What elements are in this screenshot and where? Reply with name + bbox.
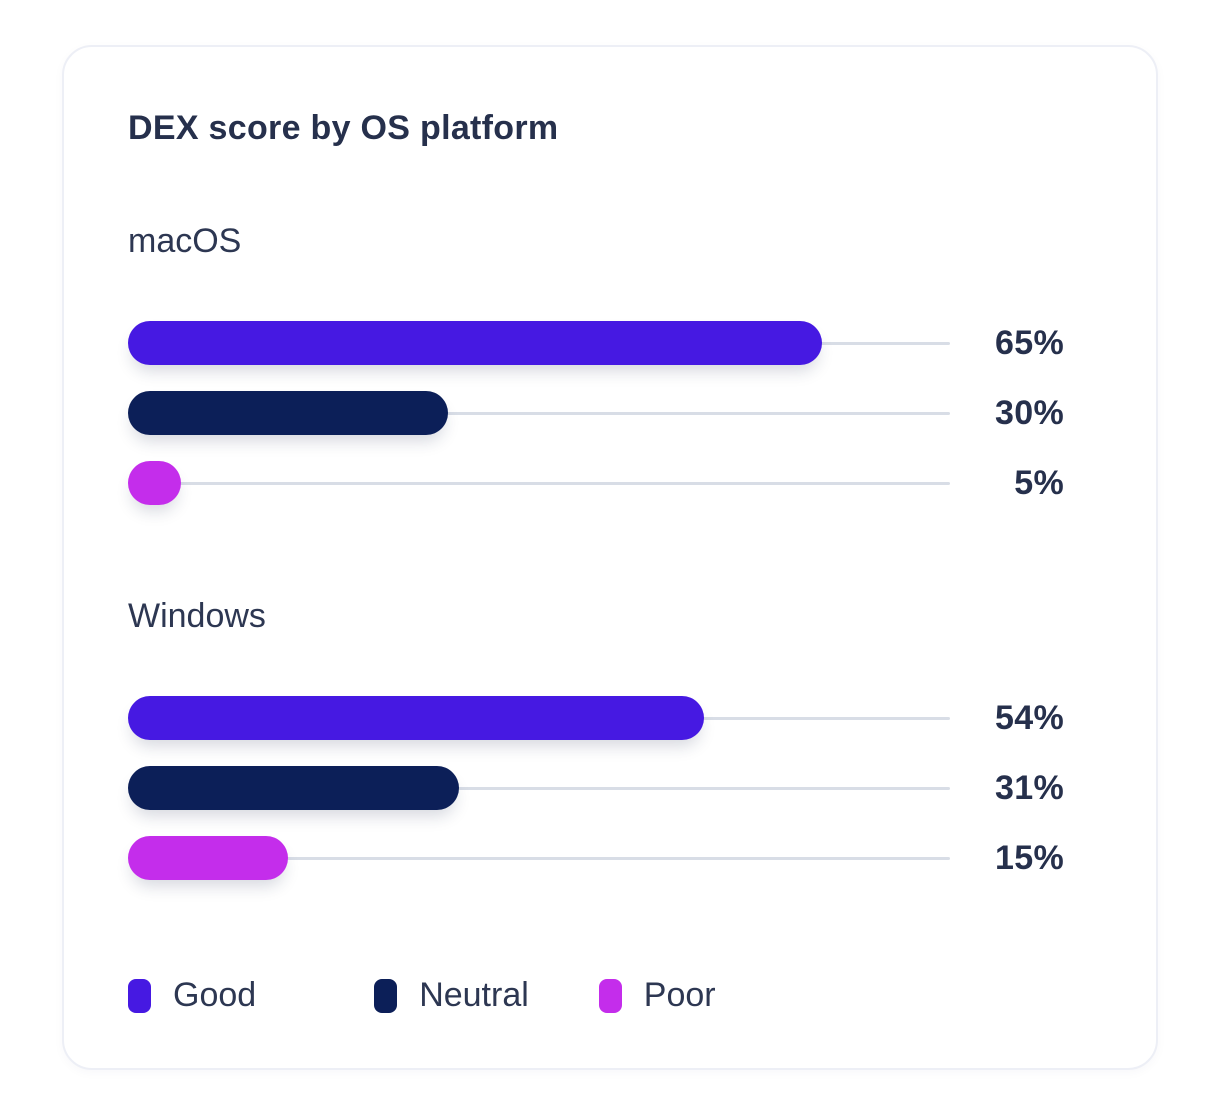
legend-swatch-good [128, 978, 151, 1013]
bar-row-poor: 5% [128, 461, 1064, 505]
platform-group-macos: macOS 65% 30% 5% [128, 222, 1064, 505]
bar-value-label: 15% [995, 838, 1064, 877]
legend-label: Neutral [419, 976, 529, 1014]
chart-groups: macOS 65% 30% 5% Windows 54% 31% 15% [128, 222, 1064, 880]
track-line [136, 482, 950, 485]
bar-good[interactable] [128, 321, 822, 365]
bar-row-poor: 15% [128, 836, 1064, 880]
bar-neutral[interactable] [128, 391, 449, 435]
bar-value-label: 30% [995, 393, 1064, 432]
bar-value-label: 65% [995, 323, 1064, 362]
bar-poor[interactable] [128, 461, 182, 505]
legend-swatch-neutral [374, 978, 398, 1013]
bar-track [128, 696, 950, 740]
bar-value-label: 5% [1014, 463, 1064, 502]
track-line [136, 857, 950, 860]
track-line [136, 412, 950, 415]
bar-track [128, 766, 950, 810]
track-line [136, 787, 950, 790]
bar-row-neutral: 31% [128, 766, 1064, 810]
bar-poor[interactable] [128, 836, 289, 880]
bar-track [128, 461, 950, 505]
legend-swatch-poor [598, 978, 622, 1013]
bar-row-neutral: 30% [128, 391, 1064, 435]
bar-row-good: 65% [128, 321, 1064, 365]
platform-label: macOS [128, 222, 242, 260]
bar-value-label: 31% [995, 768, 1064, 807]
bar-track [128, 321, 950, 365]
card-title: DEX score by OS platform [128, 109, 559, 147]
bar-track [128, 836, 950, 880]
legend-item-poor[interactable]: Poor [598, 976, 716, 1015]
platform-label: Windows [128, 597, 266, 635]
bar-row-good: 54% [128, 696, 1064, 740]
bar-track [128, 391, 950, 435]
bar-value-label: 54% [995, 698, 1064, 737]
bar-neutral[interactable] [128, 766, 459, 810]
legend-label: Poor [643, 976, 716, 1014]
legend-item-good[interactable]: Good [128, 976, 256, 1015]
legend-item-neutral[interactable]: Neutral [374, 976, 529, 1015]
platform-group-windows: Windows 54% 31% 15% [128, 597, 1064, 880]
bar-good[interactable] [128, 696, 705, 740]
legend-label: Good [173, 976, 257, 1014]
dex-score-card: DEX score by OS platform macOS 65% 30% 5% Wi… [62, 45, 1158, 1070]
chart-legend: Good Neutral Poor [128, 976, 1064, 1015]
